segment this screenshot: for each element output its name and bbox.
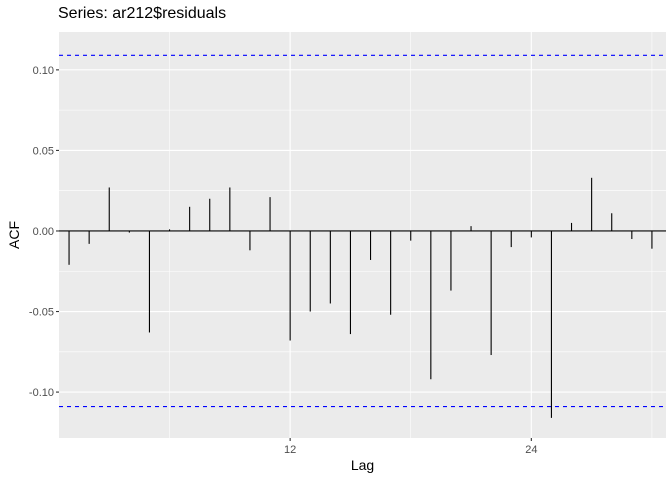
x-tick-label: 12 [284, 444, 296, 456]
y-tick-label: 0.05 [33, 145, 54, 157]
x-axis-title: Lag [351, 457, 374, 473]
y-axis: -0.10 -0.05 0.00 0.05 0.10 [29, 65, 59, 399]
x-axis: 12 24 [284, 438, 537, 456]
y-tick-label: 0.00 [33, 226, 54, 238]
chart-title: Series: ar212$residuals [58, 5, 227, 22]
acf-bars [68, 177, 653, 418]
confidence-bounds [59, 54, 666, 408]
plot-panel [59, 32, 666, 438]
y-tick-label: -0.10 [29, 387, 54, 399]
minor-gridlines [59, 32, 666, 438]
y-axis-title: ACF [6, 221, 22, 249]
x-tick-label: 24 [525, 444, 537, 456]
y-tick-label: -0.05 [29, 307, 54, 319]
y-tick-label: 0.10 [33, 65, 54, 77]
